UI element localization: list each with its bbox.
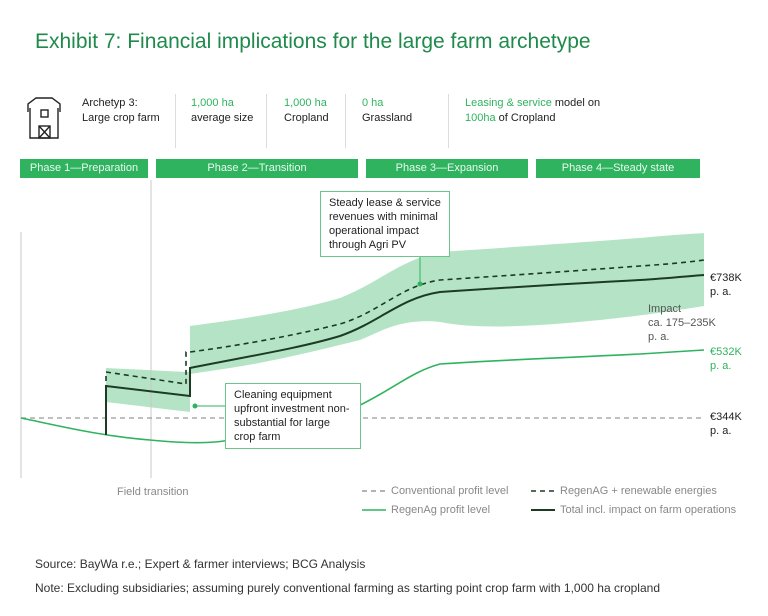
phase-1-banner: Phase 1—Preparation xyxy=(20,159,148,178)
info-divider xyxy=(266,94,267,148)
grassland-info: 0 ha Grassland xyxy=(362,97,413,124)
legend-regen-renewables: RegenAG + renewable energies xyxy=(560,485,717,497)
legend-regenag: RegenAg profit level xyxy=(391,504,491,516)
chart-title: Exhibit 7: Financial implications for th… xyxy=(35,30,591,53)
phase-4-banner: Phase 4—Steady state xyxy=(536,159,700,178)
footer-note: Note: Excluding subsidiaries; assuming p… xyxy=(35,581,660,595)
callout-bottom-dot xyxy=(192,403,198,409)
legend-conventional: Conventional profit level xyxy=(391,485,509,497)
label-total-value: €738K p. a. xyxy=(710,272,742,298)
info-divider xyxy=(345,94,346,148)
legend-total: Total incl. impact on farm operations xyxy=(560,504,737,516)
size-info: 1,000 ha average size xyxy=(191,97,254,124)
callout-top-dot xyxy=(417,281,423,287)
label-conventional-value: €344K p. a. xyxy=(710,411,742,437)
series-total xyxy=(105,274,705,435)
callout-cleaning-equipment: Cleaning equipment upfront investment no… xyxy=(225,383,361,449)
phase-3-banner: Phase 3—Expansion xyxy=(366,159,528,178)
cropland-info: 1,000 ha Cropland xyxy=(284,97,329,124)
callout-lease-revenue: Steady lease & service revenues with min… xyxy=(320,191,450,257)
series-regen-renewables xyxy=(105,259,705,435)
phase-2-banner: Phase 2—Transition xyxy=(156,159,358,178)
footer-source: Source: BayWa r.e.; Expert & farmer inte… xyxy=(35,557,366,571)
info-divider xyxy=(175,94,176,148)
archetype-info: Archetyp 3: Large crop farm xyxy=(82,97,160,124)
info-divider xyxy=(448,94,449,148)
impact-band xyxy=(106,233,704,412)
label-field-transition: Field transition xyxy=(117,486,189,498)
model-info: Leasing & service model on 100ha of Crop… xyxy=(465,97,601,124)
label-regen-value: €532K p. a. xyxy=(710,346,742,372)
label-impact: Impact ca. 175–235K p. a. xyxy=(648,303,716,343)
